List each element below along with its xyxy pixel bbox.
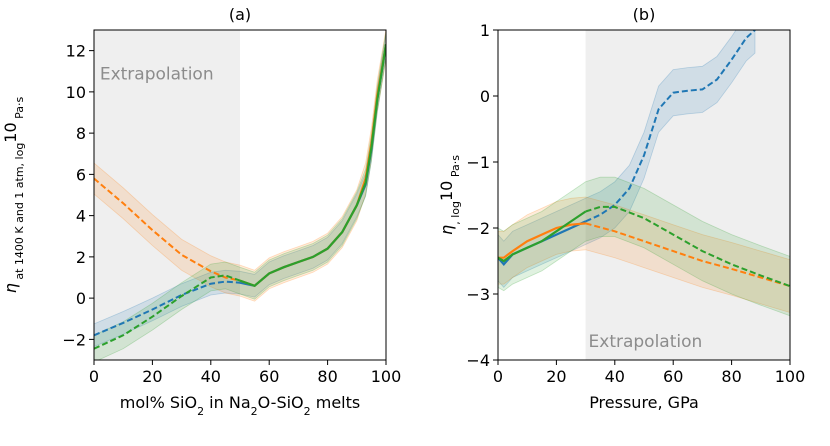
x-tick-label: 20 [546,367,566,386]
x-tick-label: 100 [371,367,402,386]
x-axis-label: mol% SiO2 in Na2O-SiO2 melts [120,393,360,418]
x-tick-label: 60 [259,367,279,386]
series-line-orange-dashed [94,177,241,282]
extrapolation-label: Extrapolation [100,65,214,85]
band-blue [94,33,386,348]
series-line-green-dashed [585,205,790,288]
x-tick-label: 80 [317,367,337,386]
x-tick-label: 80 [721,367,741,386]
band-green [498,176,790,317]
x-tick-label: 60 [663,367,683,386]
x-tick-label: 40 [605,367,625,386]
y-tick-label: 8 [76,124,86,143]
plot-area [94,30,386,360]
series-line-blue-dashed [94,280,241,337]
y-tick-label: 4 [76,207,86,226]
extrapolation-region [94,30,240,360]
x-tick-label: 0 [493,367,503,386]
y-tick-label: −2 [466,219,490,238]
y-axis-label: η at 1400 K and 1 atm, log10 Pa·s [1,96,26,293]
x-tick-label: 100 [775,367,806,386]
series-line-orange-solid [498,222,586,259]
y-tick-label: 12 [66,42,86,61]
series-line-green-dashed [94,274,241,350]
plot-area [498,30,790,317]
y-tick-label: 10 [66,83,86,102]
panel-title: (a) [229,5,251,24]
series-line-green-solid [498,210,587,263]
band-green [94,30,386,360]
axes-frame [93,29,387,361]
band-orange [94,30,386,302]
extrapolation-label: Extrapolation [589,332,703,352]
x-tick-label: 20 [142,367,162,386]
band-blue [498,30,756,289]
y-tick-label: 0 [76,289,86,308]
y-tick-label: −1 [466,153,490,172]
x-tick-label: 40 [201,367,221,386]
panel-title: (b) [633,5,656,24]
panel-b-viscosity-vs-pressure: 0 20 40 60 80 100 −4 −3 −2 −1 0 1 (b) Pressure, GPa η,… [437,5,805,412]
band-orange [498,196,790,313]
y-tick-label: 1 [480,21,490,40]
y-tick-label: −4 [466,351,490,370]
y-tick-label: 2 [76,248,86,267]
y-tick-label: −3 [466,285,490,304]
axes-frame [497,29,791,361]
y-axis-label: η, log10 Pa·s [437,155,462,235]
y-tick-label: −2 [62,330,86,349]
y-tick-label: 0 [480,87,490,106]
series-line-green-solid [239,44,386,288]
y-tick-label: 6 [76,165,86,184]
extrapolation-region [585,30,790,360]
series-line-blue-dashed [585,30,756,223]
x-tick-label: 0 [89,367,99,386]
x-axis-label: Pressure, GPa [589,393,699,412]
